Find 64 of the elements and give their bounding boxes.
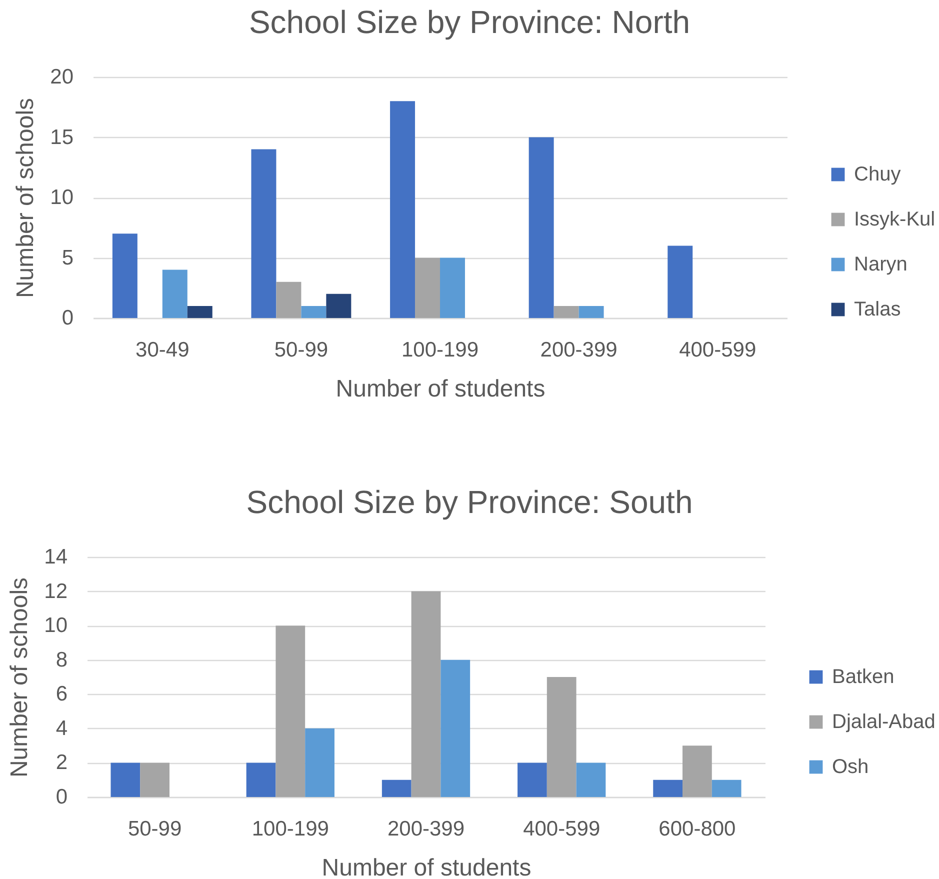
bar — [576, 762, 606, 797]
y-tick-label: 6 — [56, 682, 68, 706]
bar — [712, 780, 742, 797]
bar — [554, 306, 579, 318]
x-tick-label: 100-199 — [252, 818, 329, 840]
y-tick-label: 12 — [44, 580, 68, 603]
bar — [187, 306, 212, 318]
bar — [546, 677, 576, 797]
bar — [653, 780, 683, 797]
y-tick-label: 0 — [62, 306, 74, 330]
y-axis-title: Number of schools — [6, 577, 34, 778]
bar — [668, 246, 693, 318]
bar — [301, 306, 326, 318]
bar — [246, 762, 276, 797]
bar — [305, 728, 334, 797]
chart-title: School Size by Province: North — [248, 4, 690, 40]
y-tick-label: 5 — [62, 246, 74, 270]
bar — [276, 626, 306, 797]
x-tick-label: 30-49 — [136, 338, 190, 362]
x-axis-title: Number of students — [336, 376, 546, 402]
legend-label: Batken — [832, 666, 894, 688]
y-tick-label: 10 — [44, 614, 68, 638]
bar — [528, 137, 554, 318]
bar — [440, 258, 465, 318]
y-tick-label: 15 — [50, 126, 74, 149]
y-tick-label: 8 — [56, 648, 68, 672]
y-tick-label: 4 — [56, 716, 68, 740]
x-tick-label: 400-599 — [679, 338, 756, 362]
bar — [578, 306, 604, 318]
x-tick-label: 200-399 — [387, 818, 465, 840]
bar — [411, 591, 441, 797]
bar — [518, 762, 547, 797]
bar — [415, 258, 440, 318]
legend-label: Djalal-Abad — [832, 711, 936, 733]
bar — [140, 762, 170, 797]
x-tick-label: 50-99 — [274, 338, 328, 362]
bar — [112, 234, 138, 318]
legend-label: Talas — [854, 298, 901, 320]
x-axis-title: Number of students — [322, 854, 532, 879]
bar — [440, 660, 470, 797]
y-tick-label: 14 — [44, 546, 68, 568]
x-tick-label: 50-99 — [128, 818, 182, 840]
bar — [390, 101, 416, 318]
x-tick-label: 200-399 — [540, 338, 618, 362]
y-tick-label: 2 — [56, 751, 68, 774]
x-tick-label: 100-199 — [401, 338, 479, 362]
bar — [326, 294, 352, 318]
chart-title: School Size by Province: South — [246, 484, 693, 520]
y-axis-title: Number of schools — [12, 98, 40, 298]
bar — [162, 270, 188, 318]
bar — [682, 746, 712, 797]
x-tick-label: 600-800 — [658, 818, 736, 840]
bar — [251, 149, 276, 318]
legend-label: Osh — [832, 756, 869, 778]
bar — [110, 762, 140, 797]
legend-label: Chuy — [854, 164, 901, 186]
legend-label: Issyk-Kul — [854, 208, 936, 230]
x-tick-label: 400-599 — [523, 818, 600, 840]
y-tick-label: 20 — [50, 66, 74, 88]
y-tick-label: 10 — [50, 186, 74, 209]
legend-label: Naryn — [854, 254, 908, 276]
y-tick-label: 0 — [56, 786, 68, 808]
bar — [382, 780, 412, 797]
bar — [276, 282, 302, 318]
